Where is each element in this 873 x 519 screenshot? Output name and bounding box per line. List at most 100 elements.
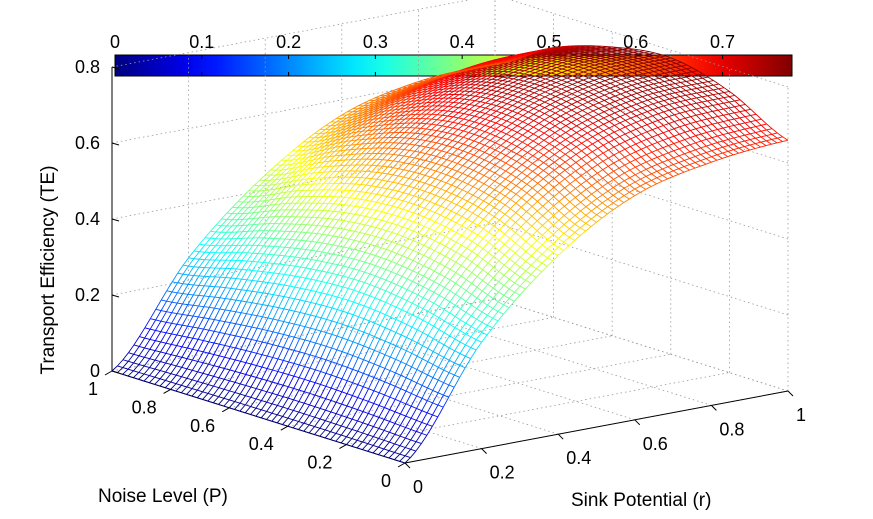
mesh-segment [166, 291, 173, 302]
mesh-segment [402, 238, 409, 247]
mesh-segment [421, 374, 429, 386]
mesh-segment [403, 178, 410, 186]
mesh-segment [623, 191, 630, 197]
mesh-segment [271, 405, 278, 414]
mesh-segment [438, 341, 445, 346]
mesh-segment [266, 357, 274, 369]
mesh-segment [262, 316, 268, 319]
mesh-segment [221, 212, 228, 220]
mesh-segment [472, 215, 479, 223]
mesh-segment [331, 307, 338, 310]
mesh-segment [527, 133, 534, 139]
mesh-segment [305, 313, 311, 316]
mesh-segment [400, 347, 407, 352]
mesh-segment [609, 95, 616, 99]
mesh-segment [447, 97, 454, 103]
mesh-segment [352, 343, 359, 356]
mesh-segment [319, 409, 326, 420]
mesh-segment [363, 334, 370, 347]
mesh-segment [389, 383, 396, 387]
mesh-segment [441, 145, 448, 152]
mesh-segment [391, 224, 398, 233]
mesh-segment [543, 129, 550, 134]
mesh-segment [455, 254, 462, 263]
mesh-segment [321, 262, 328, 272]
mesh-segment [641, 138, 647, 143]
mesh-segment [484, 114, 491, 120]
mesh-segment [610, 80, 616, 84]
mesh-segment [388, 112, 395, 118]
mesh-segment [213, 402, 219, 405]
mesh-segment [181, 376, 187, 379]
mesh-segment [304, 391, 310, 394]
mesh-segment [363, 305, 370, 309]
mesh-segment [495, 124, 502, 130]
mesh-segment [567, 71, 573, 75]
mesh-segment [277, 383, 284, 386]
mesh-segment [373, 436, 379, 439]
mesh-segment [160, 331, 167, 334]
mesh-segment [300, 216, 308, 225]
mesh-segment [327, 244, 334, 254]
mesh-segment [390, 343, 396, 347]
mesh-segment [520, 241, 527, 248]
mesh-segment [324, 437, 331, 441]
mesh-segment [563, 210, 571, 216]
mesh-segment [485, 85, 492, 90]
mesh-segment [287, 388, 295, 399]
mesh-segment [653, 77, 660, 80]
mesh-segment [250, 396, 257, 400]
mesh-segment [531, 230, 538, 237]
mesh-segment [385, 269, 392, 273]
mesh-segment [338, 189, 345, 198]
mesh-segment [138, 365, 145, 373]
mesh-segment [544, 104, 551, 109]
mesh-segment [509, 212, 517, 219]
mesh-segment [592, 140, 599, 145]
mesh-segment [664, 84, 670, 87]
colorbar-tick-label: 0.2 [276, 32, 301, 52]
mesh-segment [272, 331, 279, 334]
mesh-segment [234, 402, 241, 410]
mesh-segment [422, 332, 429, 336]
colorbar: 0 0.1 0.2 0.3 0.4 0.5 0.6 0.7 [110, 32, 793, 77]
mesh-segment [380, 239, 387, 248]
mesh-segment [273, 230, 281, 239]
mesh-segment [230, 298, 237, 301]
mesh-segment [522, 123, 529, 129]
mesh-segment [170, 355, 177, 365]
mesh-segment [642, 94, 648, 98]
mesh-segment [229, 335, 236, 347]
mesh-segment [370, 201, 377, 210]
mesh-segment [420, 113, 427, 119]
mesh-segment [489, 172, 496, 179]
mesh-segment [664, 75, 671, 78]
mesh-segment [499, 204, 506, 211]
mesh-segment [347, 366, 353, 370]
mesh-segment [389, 106, 396, 111]
mesh-segment [375, 275, 381, 279]
mesh-segment [367, 443, 374, 446]
mesh-segment [561, 81, 568, 85]
mesh-segment [304, 302, 312, 314]
mesh-segment [175, 376, 182, 384]
mesh-segment [277, 372, 284, 384]
mesh-segment [528, 113, 534, 119]
mesh-segment [707, 84, 714, 87]
mesh-segment [369, 263, 376, 266]
mesh-segment [289, 256, 296, 266]
mesh-segment [462, 167, 469, 174]
mesh-segment [234, 370, 241, 374]
mesh-segment [760, 145, 767, 148]
mesh-segment [245, 373, 252, 377]
mesh-segment [673, 162, 680, 165]
mesh-segment [728, 131, 734, 134]
mesh-segment [149, 375, 155, 378]
mesh-segment [192, 295, 200, 306]
mesh-segment [408, 195, 415, 203]
mesh-segment [332, 253, 339, 256]
mesh-segment [192, 285, 200, 296]
mesh-segment [320, 384, 326, 387]
mesh-segment [406, 350, 412, 354]
mesh-segment [324, 135, 331, 141]
